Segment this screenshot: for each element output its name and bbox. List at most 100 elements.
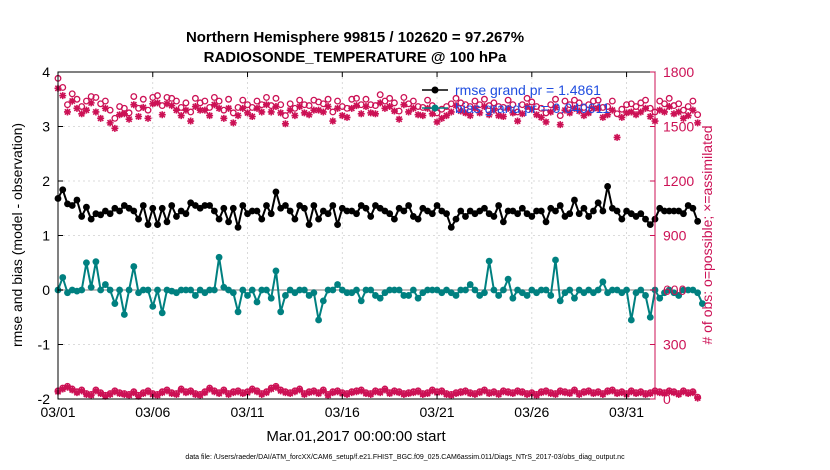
obs-assimilated-low--point	[191, 390, 199, 398]
bias-point	[680, 286, 687, 294]
obs-assimilated-low--point	[172, 390, 180, 398]
obs-assimilated-low--point	[215, 390, 223, 398]
obs-assimilated-low--point	[509, 390, 517, 398]
rmse-point	[443, 210, 450, 218]
obs-assimilated-low--point	[570, 387, 578, 395]
obs-assimilated-low--point	[357, 387, 365, 395]
bias-point	[490, 286, 498, 294]
obs-assimilated-low--point	[206, 385, 214, 393]
obs-assimilated-point	[675, 108, 683, 116]
obs-assimilated-low--point	[244, 389, 252, 397]
obs-assimilated-low--point	[618, 389, 626, 397]
rmse-point	[130, 207, 138, 215]
rmse-point	[414, 215, 422, 223]
obs-assimilated-point	[206, 112, 214, 120]
obs-assimilated-point	[135, 113, 143, 121]
bias-point	[182, 286, 190, 294]
bias-point	[272, 267, 280, 275]
obs-assimilated-low--point	[400, 390, 408, 398]
rmse-point	[604, 183, 612, 190]
obs-assimilated-point	[291, 112, 299, 120]
obs-possible-point	[362, 95, 370, 103]
rmse-point	[310, 202, 318, 209]
rmse-point	[329, 202, 337, 209]
bias-point	[263, 286, 270, 294]
rmse-point	[575, 210, 583, 218]
obs-assimilated-point	[168, 102, 176, 110]
obs-assimilated-point	[158, 111, 166, 119]
obs-assimilated-point	[670, 110, 678, 118]
obs-assimilated-point	[277, 109, 285, 117]
rmse-point	[343, 207, 351, 215]
obs-assimilated-point	[286, 106, 294, 114]
obs-possible-point	[613, 110, 621, 118]
bias-point	[391, 286, 398, 294]
rmse-point	[661, 207, 668, 215]
obs-assimilated-low--point	[210, 388, 218, 396]
obs-assimilated-point	[694, 119, 702, 127]
obs-assimilated-low--point	[116, 390, 124, 398]
obs-assimilated-point	[182, 106, 190, 114]
rmse-point	[334, 221, 341, 229]
obs-assimilated-point	[656, 106, 664, 114]
rmse-point	[518, 204, 526, 212]
obs-assimilated-low--point	[499, 388, 507, 396]
bias-point	[116, 286, 123, 294]
obs-assimilated-low--point	[476, 389, 484, 397]
obs-assimilated-point	[305, 111, 313, 119]
obs-possible-point	[234, 103, 242, 111]
obs-assimilated-low--point	[694, 394, 702, 402]
bias-point	[414, 294, 422, 302]
obs-assimilated-point	[542, 118, 550, 126]
obs-assimilated-low--point	[395, 389, 403, 397]
obs-assimilated-point	[547, 108, 555, 116]
obs-assimilated-point	[92, 108, 100, 116]
obs-assimilated-point	[627, 108, 635, 116]
obs-possible-point	[348, 95, 356, 103]
obs-assimilated-point	[220, 114, 228, 122]
bias-point	[120, 311, 128, 318]
obs-assimilated-low--point	[409, 389, 417, 397]
obs-assimilated-low--point	[679, 388, 687, 396]
bias-point	[253, 298, 261, 306]
obs-assimilated-low--point	[561, 389, 569, 397]
obs-assimilated-low--point	[523, 390, 531, 398]
bias-point	[277, 308, 285, 316]
obs-possible-point	[101, 97, 109, 105]
obs-possible-point	[210, 93, 218, 101]
y-axis-label: rmse and bias (model - observation)	[9, 123, 25, 347]
obs-assimilated-point	[253, 104, 261, 112]
obs-assimilated-low--point	[319, 387, 327, 395]
obs-assimilated-low--point	[248, 386, 256, 394]
rmse-point	[83, 203, 90, 211]
rmse-point	[490, 213, 498, 220]
rmse-point	[447, 223, 455, 231]
bias-point	[92, 258, 100, 266]
obs-assimilated-point	[438, 114, 446, 122]
rmse-point	[229, 204, 237, 212]
bias-point	[547, 292, 555, 299]
obs-possible-point	[480, 95, 488, 103]
obs-assimilated-point	[414, 111, 422, 119]
rmse-point	[433, 202, 441, 209]
bias-point	[537, 286, 545, 294]
obs-assimilated-low--point	[485, 390, 493, 398]
bias-point	[409, 286, 417, 294]
obs-possible-point	[130, 93, 138, 100]
obs-assimilated-low--point	[528, 390, 536, 398]
rmse-point	[571, 196, 578, 204]
obs-assimilated-low--point	[300, 390, 308, 398]
obs-assimilated-low--point	[334, 388, 342, 396]
obs-assimilated-low--point	[552, 390, 559, 398]
rmse-point	[537, 207, 545, 215]
obs-assimilated-point	[580, 112, 588, 120]
obs-assimilated-point	[353, 102, 360, 110]
obs-assimilated-low--point	[258, 390, 266, 398]
bias-point	[471, 286, 479, 294]
bias-point	[267, 294, 275, 302]
obs-assimilated-low--point	[154, 391, 161, 399]
obs-assimilated-low--point	[177, 386, 185, 394]
rmse-point	[300, 204, 308, 212]
bias-point	[566, 286, 574, 294]
obs-possible-point	[263, 93, 270, 101]
